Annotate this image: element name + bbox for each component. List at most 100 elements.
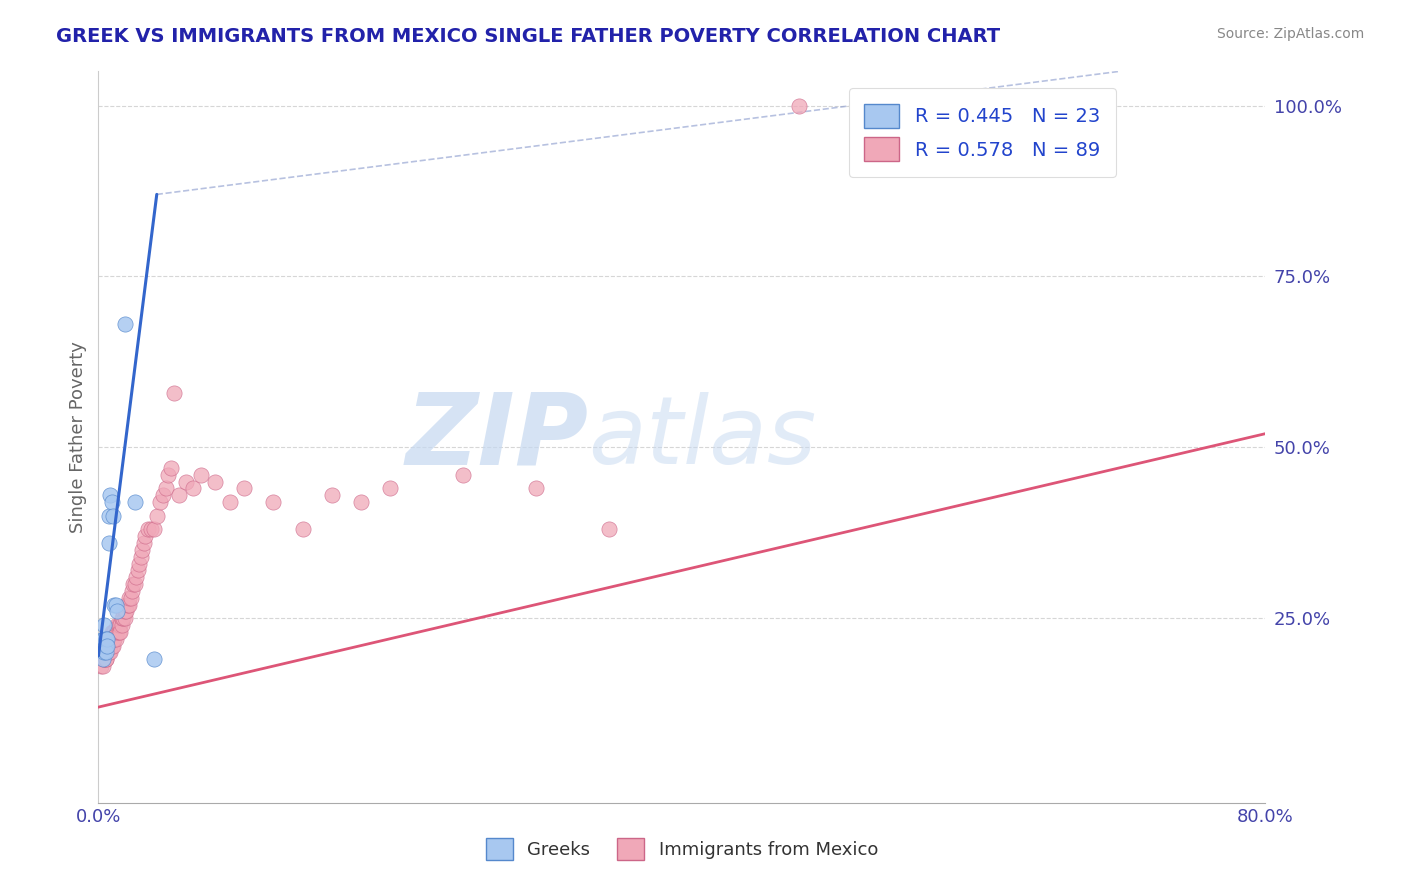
Point: [108, 624, 131, 639]
Point: [103, 632, 125, 646]
Point: [131, 542, 153, 557]
Point: [93, 652, 115, 666]
Point: [101, 639, 124, 653]
Point: [115, 604, 138, 618]
Point: [114, 318, 136, 332]
Point: [96, 632, 118, 646]
Text: Source: ZipAtlas.com: Source: ZipAtlas.com: [1216, 27, 1364, 41]
Point: [350, 495, 373, 509]
Point: [100, 495, 122, 509]
Point: [105, 624, 128, 639]
Point: [110, 624, 132, 639]
Point: [96, 632, 118, 646]
Point: [118, 591, 141, 605]
Point: [103, 624, 125, 639]
Point: [97, 508, 120, 523]
Point: [103, 598, 125, 612]
Point: [142, 522, 165, 536]
Point: [100, 624, 122, 639]
Point: [93, 652, 115, 666]
Point: [98, 488, 121, 502]
Point: [132, 536, 155, 550]
Point: [181, 481, 204, 495]
Point: [96, 645, 118, 659]
Point: [451, 467, 474, 482]
Point: [97, 639, 120, 653]
Point: [128, 557, 150, 571]
Point: [321, 488, 343, 502]
Text: ZIP: ZIP: [405, 389, 589, 485]
Point: [96, 639, 118, 653]
Point: [93, 639, 115, 653]
Point: [98, 645, 121, 659]
Text: GREEK VS IMMIGRANTS FROM MEXICO SINGLE FATHER POVERTY CORRELATION CHART: GREEK VS IMMIGRANTS FROM MEXICO SINGLE F…: [56, 27, 1000, 45]
Point: [139, 522, 162, 536]
Point: [524, 481, 547, 495]
Point: [291, 522, 314, 536]
Point: [101, 624, 124, 639]
Point: [98, 639, 121, 653]
Point: [93, 645, 115, 659]
Point: [101, 632, 124, 646]
Point: [91, 659, 114, 673]
Point: [111, 618, 134, 632]
Point: [598, 522, 620, 536]
Point: [94, 632, 117, 646]
Point: [134, 529, 156, 543]
Legend: Greeks, Immigrants from Mexico: Greeks, Immigrants from Mexico: [478, 830, 886, 867]
Point: [152, 488, 174, 502]
Point: [146, 508, 169, 523]
Point: [174, 475, 197, 489]
Point: [262, 495, 284, 509]
Point: [110, 618, 132, 632]
Point: [98, 632, 121, 646]
Point: [117, 598, 139, 612]
Point: [120, 591, 142, 605]
Point: [105, 604, 128, 618]
Point: [100, 632, 122, 646]
Point: [127, 563, 149, 577]
Point: [112, 604, 135, 618]
Point: [94, 645, 117, 659]
Point: [94, 652, 117, 666]
Point: [94, 632, 117, 646]
Point: [93, 632, 115, 646]
Point: [155, 481, 177, 495]
Point: [93, 639, 115, 653]
Text: atlas: atlas: [589, 392, 817, 483]
Point: [103, 632, 125, 646]
Point: [108, 618, 131, 632]
Point: [97, 536, 120, 550]
Point: [149, 495, 172, 509]
Point: [94, 639, 117, 653]
Point: [91, 645, 114, 659]
Point: [94, 639, 117, 653]
Point: [93, 645, 115, 659]
Point: [124, 495, 146, 509]
Point: [104, 598, 127, 612]
Point: [96, 645, 118, 659]
Point: [105, 618, 128, 632]
Point: [167, 488, 190, 502]
Point: [91, 632, 114, 646]
Point: [129, 549, 152, 564]
Point: [104, 624, 127, 639]
Point: [93, 618, 115, 632]
Point: [100, 639, 122, 653]
Point: [204, 475, 226, 489]
Point: [91, 652, 114, 666]
Point: [111, 611, 134, 625]
Point: [94, 652, 117, 666]
Point: [124, 577, 146, 591]
Point: [190, 467, 212, 482]
Point: [163, 385, 186, 400]
Point: [114, 611, 136, 625]
Point: [787, 98, 810, 112]
Point: [94, 645, 117, 659]
Point: [122, 577, 145, 591]
Point: [121, 583, 143, 598]
Point: [118, 598, 141, 612]
Point: [136, 522, 159, 536]
Point: [91, 645, 114, 659]
Point: [125, 570, 148, 584]
